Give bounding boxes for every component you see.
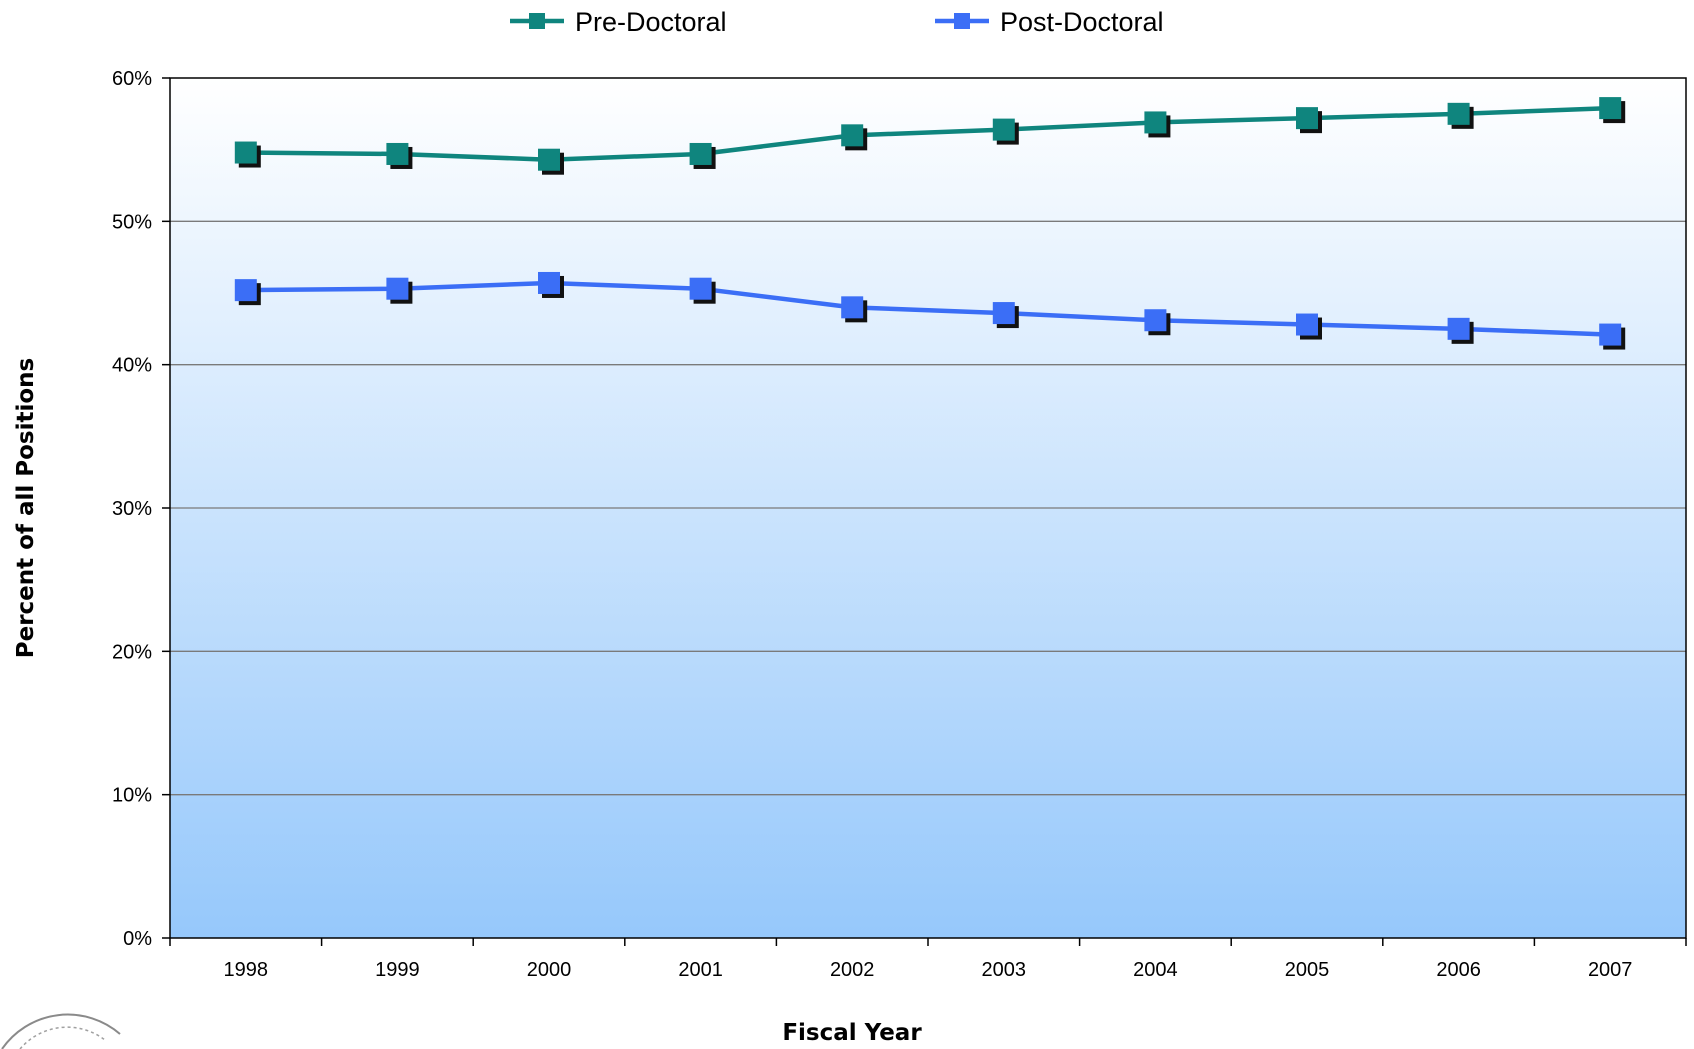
series-0	[234, 97, 1626, 175]
data-point	[1296, 313, 1318, 336]
legend: Pre-Doctoral Post-Doctoral	[510, 7, 1164, 37]
y-axis: 0% 10% 20% 30% 40% 50% 60%	[112, 68, 170, 950]
x-axis: 1998 1999 2000 2001 2002 2003 2004 2005 2006 2007	[169, 938, 1687, 981]
series-line	[245, 280, 1611, 337]
x-tick-label: 2001	[678, 959, 723, 981]
x-axis-title: Fiscal Year	[782, 1020, 922, 1046]
legend-marker	[954, 13, 970, 29]
x-tick-label: 2002	[830, 959, 875, 981]
y-tick-label: 40%	[112, 355, 152, 377]
x-tick-label: 2003	[982, 959, 1027, 981]
data-point	[1144, 111, 1167, 134]
data-point	[538, 271, 560, 294]
legend-entry: Post-Doctoral	[935, 7, 1164, 37]
data-point	[689, 142, 712, 165]
x-tick-label: 2000	[527, 959, 572, 981]
data-point	[234, 279, 257, 302]
y-tick-label: 60%	[112, 68, 152, 90]
y-tick-label: 30%	[112, 498, 152, 520]
x-tick-label: 1998	[224, 959, 269, 981]
y-tick-label: 50%	[112, 211, 152, 233]
series-lines	[234, 97, 1626, 350]
data-point	[1447, 317, 1470, 340]
data-point	[1599, 323, 1622, 346]
legend-marker	[529, 13, 545, 29]
logo-seal	[1, 1013, 121, 1049]
series-line	[245, 105, 1611, 162]
data-point	[689, 277, 712, 300]
y-axis-title: Percent of all Positions	[13, 358, 39, 659]
data-point	[234, 141, 257, 164]
y-tick-label: 10%	[112, 785, 152, 807]
data-point	[992, 118, 1015, 141]
data-point	[386, 142, 409, 165]
data-point	[1447, 102, 1470, 125]
legend-label: Post-Doctoral	[1000, 7, 1164, 37]
data-point	[1296, 107, 1318, 130]
data-point	[992, 302, 1015, 325]
x-tick-label: 2005	[1285, 959, 1330, 981]
data-point	[1599, 97, 1622, 120]
data-point	[1144, 309, 1167, 332]
x-tick-label: 2006	[1436, 959, 1481, 981]
legend-label: Pre-Doctoral	[575, 7, 727, 37]
data-point	[538, 148, 560, 171]
gridlines	[170, 220, 1686, 796]
series-1	[234, 271, 1626, 350]
data-point	[841, 124, 864, 147]
legend-entry: Pre-Doctoral	[510, 7, 727, 37]
y-tick-label: 20%	[112, 641, 152, 663]
data-point	[386, 277, 409, 300]
y-tick-label: 0%	[123, 928, 152, 950]
x-tick-label: 2007	[1588, 959, 1633, 981]
data-point	[841, 296, 864, 319]
x-tick-label: 2004	[1133, 959, 1178, 981]
x-tick-label: 1999	[375, 959, 420, 981]
